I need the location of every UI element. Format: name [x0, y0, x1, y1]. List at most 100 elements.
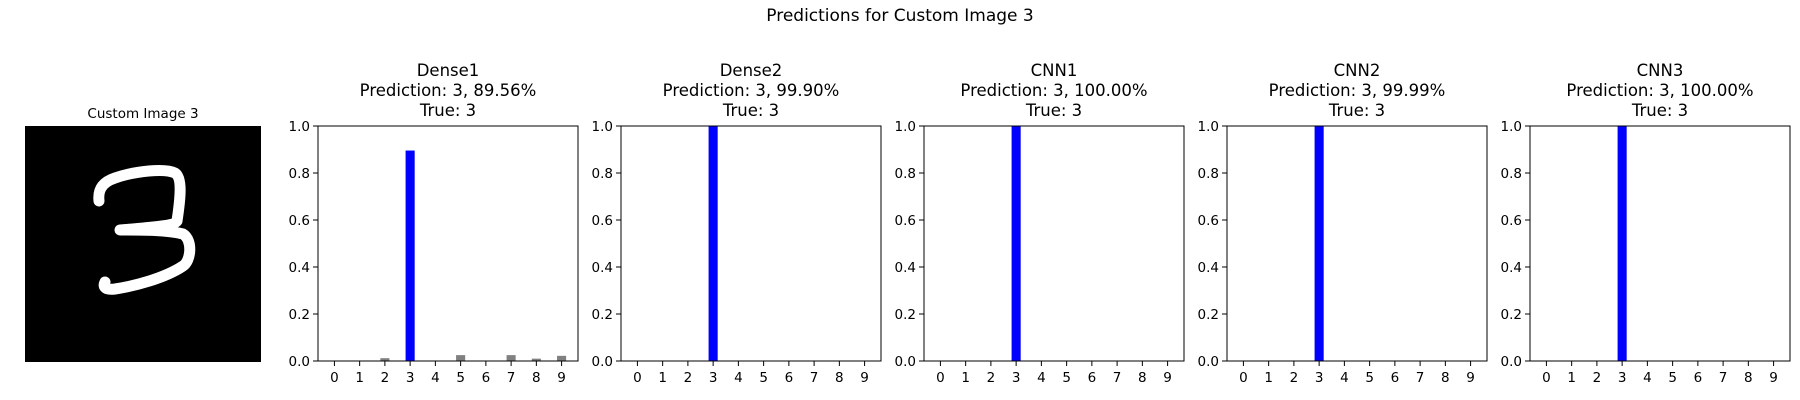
- x-tick-label: 7: [1719, 370, 1728, 386]
- y-tick-label: 0.4: [895, 260, 916, 276]
- bar-3: [1314, 126, 1324, 361]
- chart-title-line: True: 3: [1328, 101, 1385, 120]
- figure-title: Predictions for Custom Image 3: [766, 6, 1034, 26]
- x-tick-label: 1: [961, 370, 970, 386]
- y-tick-label: 0.6: [1501, 213, 1522, 229]
- axes-frame: [620, 125, 882, 362]
- x-tick-label: 2: [684, 370, 693, 386]
- x-tick-label: 6: [785, 370, 794, 386]
- y-tick-label: 0.6: [289, 213, 310, 229]
- chart-title-line: CNN1: [1031, 61, 1078, 80]
- y-tick-label: 0.2: [289, 307, 310, 323]
- chart-title-line: True: 3: [722, 101, 779, 120]
- y-tick-label: 0.2: [1501, 307, 1522, 323]
- x-tick-label: 4: [1643, 370, 1652, 386]
- x-tick-label: 6: [1391, 370, 1400, 386]
- bar-2: [380, 358, 390, 361]
- x-tick-label: 5: [1365, 370, 1374, 386]
- y-tick-label: 1.0: [1501, 119, 1522, 135]
- axes-frame: [317, 125, 579, 362]
- x-tick-label: 0: [1542, 370, 1551, 386]
- x-tick-label: 4: [1037, 370, 1046, 386]
- y-tick-label: 0.4: [289, 260, 310, 276]
- y-tick-label: 0.2: [592, 307, 613, 323]
- chart-title-line: True: 3: [1631, 101, 1688, 120]
- axes-frame: [923, 125, 1185, 362]
- digit-image-panel: [25, 126, 261, 362]
- x-tick-label: 1: [658, 370, 667, 386]
- chart-title-line: Prediction: 3, 99.99%: [1269, 81, 1446, 100]
- x-tick-label: 3: [1618, 370, 1627, 386]
- bar-7: [506, 355, 516, 361]
- bar-8: [531, 358, 541, 361]
- chart-title-line: Prediction: 3, 99.90%: [663, 81, 840, 100]
- x-tick-label: 0: [633, 370, 642, 386]
- y-tick-label: 1.0: [895, 119, 916, 135]
- x-tick-label: 0: [936, 370, 945, 386]
- x-tick-label: 3: [1315, 370, 1324, 386]
- chart-title-line: CNN2: [1334, 61, 1381, 80]
- y-tick-label: 0.6: [1198, 213, 1219, 229]
- y-tick-label: 1.0: [289, 119, 310, 135]
- y-tick-label: 0.0: [592, 354, 613, 370]
- y-tick-label: 0.2: [895, 307, 916, 323]
- y-tick-label: 0.8: [895, 166, 916, 182]
- x-tick-label: 1: [1264, 370, 1273, 386]
- y-tick-label: 0.0: [895, 354, 916, 370]
- y-tick-label: 0.0: [289, 354, 310, 370]
- handwritten-digit-3-image: [93, 165, 196, 295]
- bar-3: [1617, 126, 1627, 361]
- x-tick-label: 7: [507, 370, 516, 386]
- x-tick-label: 9: [557, 370, 566, 386]
- axes-frame: [1226, 125, 1488, 362]
- bar-3: [708, 126, 718, 361]
- y-tick-label: 1.0: [1198, 119, 1219, 135]
- x-tick-label: 3: [709, 370, 718, 386]
- y-tick-label: 0.0: [1501, 354, 1522, 370]
- chart-title-line: True: 3: [1025, 101, 1082, 120]
- chart-title-line: Prediction: 3, 89.56%: [360, 81, 537, 100]
- x-tick-label: 9: [1163, 370, 1172, 386]
- y-tick-label: 0.4: [1501, 260, 1522, 276]
- x-tick-label: 2: [1593, 370, 1602, 386]
- y-tick-label: 1.0: [592, 119, 613, 135]
- chart-title-line: True: 3: [419, 101, 476, 120]
- x-tick-label: 0: [330, 370, 339, 386]
- bar-3: [405, 150, 415, 361]
- image-panel-title: Custom Image 3: [87, 106, 199, 122]
- bar-9: [557, 355, 567, 361]
- chart-title-line: Prediction: 3, 100.00%: [960, 81, 1147, 100]
- x-tick-label: 5: [1062, 370, 1071, 386]
- x-tick-label: 2: [381, 370, 390, 386]
- x-tick-label: 1: [1567, 370, 1576, 386]
- y-tick-label: 0.4: [1198, 260, 1219, 276]
- x-tick-label: 3: [1012, 370, 1021, 386]
- x-tick-label: 9: [1769, 370, 1778, 386]
- x-tick-label: 5: [456, 370, 465, 386]
- y-tick-label: 0.2: [1198, 307, 1219, 323]
- y-tick-label: 0.6: [895, 213, 916, 229]
- x-tick-label: 1: [355, 370, 364, 386]
- chart-title-line: Dense1: [417, 61, 480, 80]
- x-tick-label: 8: [835, 370, 844, 386]
- chart-title-line: Prediction: 3, 100.00%: [1566, 81, 1753, 100]
- x-tick-label: 2: [1290, 370, 1299, 386]
- x-tick-label: 4: [431, 370, 440, 386]
- x-tick-label: 9: [860, 370, 869, 386]
- x-tick-label: 2: [987, 370, 996, 386]
- x-tick-label: 5: [1668, 370, 1677, 386]
- chart-title-line: CNN3: [1637, 61, 1684, 80]
- axes-frame: [1529, 125, 1791, 362]
- x-tick-label: 7: [810, 370, 819, 386]
- x-tick-label: 6: [1694, 370, 1703, 386]
- y-tick-label: 0.8: [592, 166, 613, 182]
- x-tick-label: 6: [1088, 370, 1097, 386]
- y-tick-label: 0.8: [1198, 166, 1219, 182]
- y-tick-label: 0.8: [1501, 166, 1522, 182]
- x-tick-label: 4: [734, 370, 743, 386]
- x-tick-label: 8: [1138, 370, 1147, 386]
- x-tick-label: 7: [1416, 370, 1425, 386]
